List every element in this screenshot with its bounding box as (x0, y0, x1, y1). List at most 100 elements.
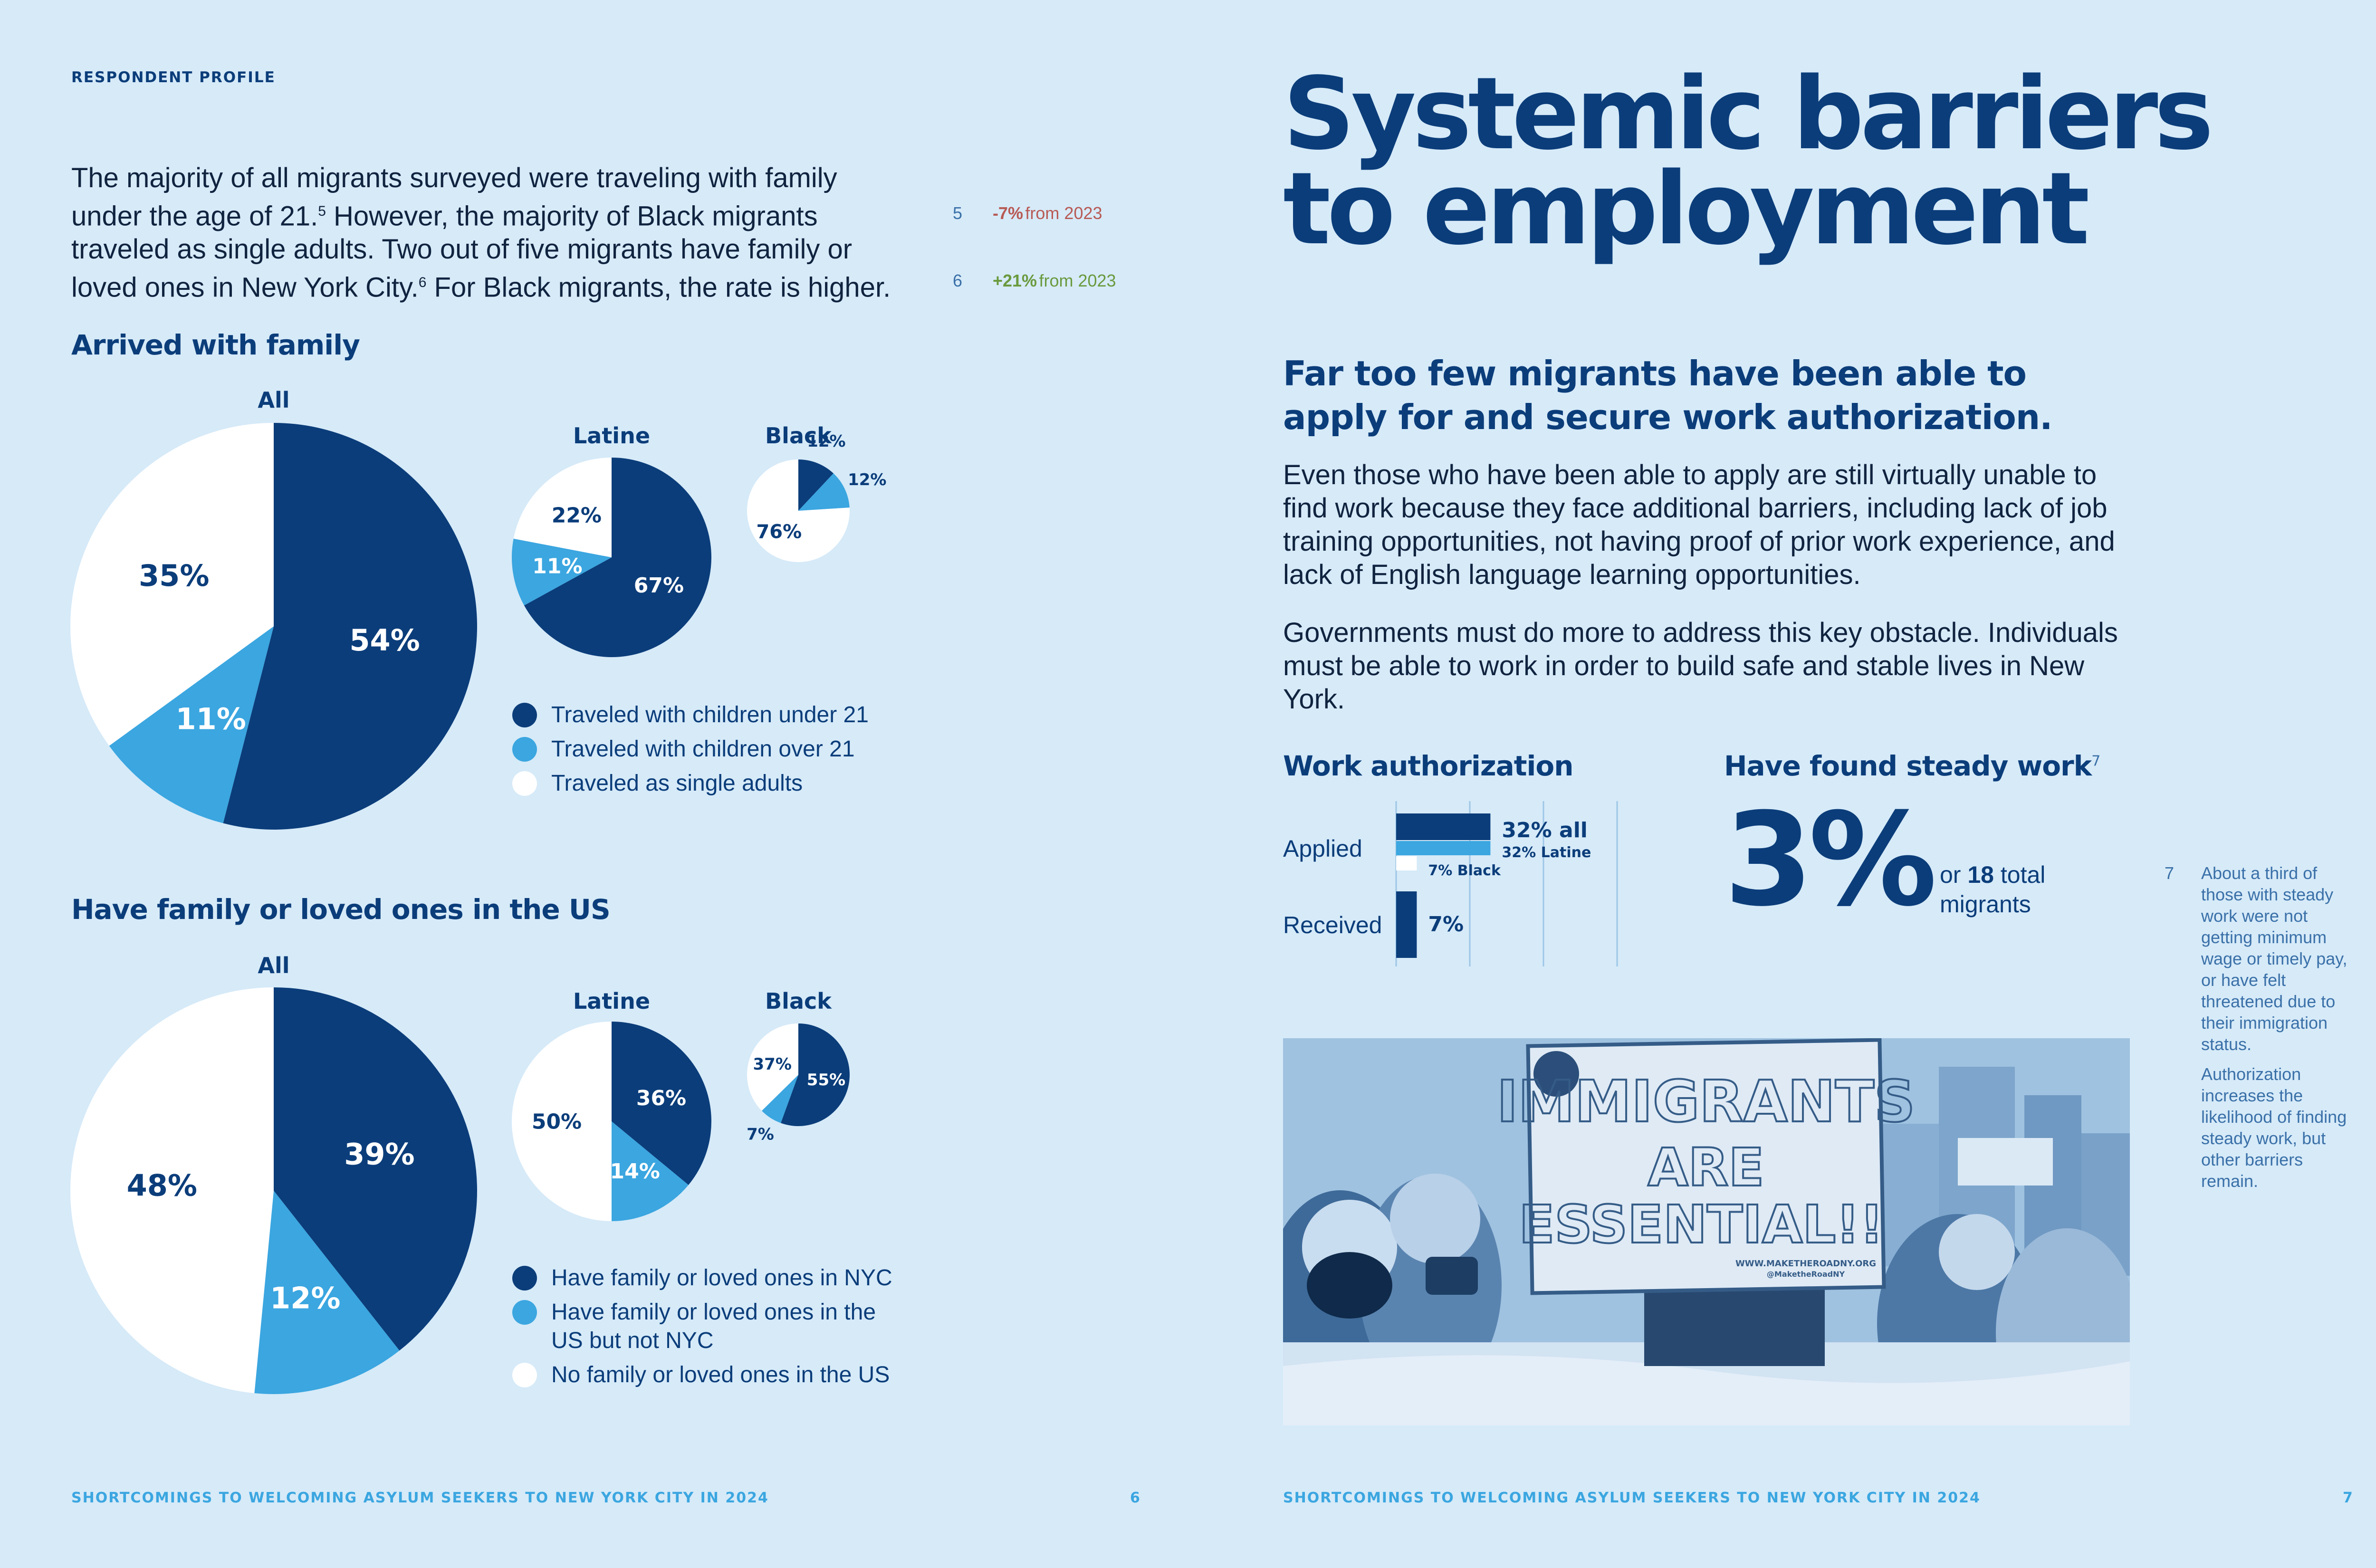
pie-value-label: 39% (344, 1137, 414, 1172)
bar-value-label: 7% (1428, 912, 1464, 937)
pie-chart: 12%12% 76% (747, 432, 886, 562)
pie-slice (762, 1075, 798, 1123)
page-number: 6 (1130, 1490, 1141, 1506)
work-auth-bar (1396, 856, 1417, 870)
label-all: All (258, 387, 290, 413)
pie-slice (747, 459, 850, 562)
pie-value-label: 76% (756, 521, 802, 543)
pie-value-label: 7% (747, 1125, 774, 1144)
bar-value-label: 32% all (1502, 818, 1588, 842)
sign-text-line2: ARE (1648, 1137, 1764, 1198)
footer-title: SHORTCOMINGS TO WELCOMING ASYLUM SEEKERS… (71, 1490, 769, 1506)
pie-slice (781, 1023, 850, 1126)
pie-value-label: 55% (807, 1071, 845, 1090)
pie-slice (70, 987, 274, 1394)
pie-chart: 55% 7% 37% (747, 1023, 850, 1144)
pie-value-label: 14% (610, 1159, 660, 1184)
section-eyebrow: RESPONDENT PROFILE (71, 69, 276, 86)
pie-slice (223, 423, 478, 830)
pie-slice (612, 1121, 689, 1221)
label-black: Black (765, 423, 832, 449)
pie-chart: 67% 11% 22% (512, 458, 712, 658)
pie-slice (798, 459, 834, 511)
steady-work-percent: 3% (1724, 785, 1937, 935)
intro-line: under the age of 21.5 However, the major… (71, 201, 818, 232)
pie-value-label: 37% (753, 1055, 792, 1074)
pie-slice (747, 1023, 798, 1111)
steady-work-title: Have found steady work7 (1724, 750, 2100, 782)
work-auth-bar (1396, 891, 1417, 958)
intro-paragraph: The majority of all migrants surveyed we… (71, 162, 974, 305)
bar-value-label: 32% Latine (1502, 844, 1591, 861)
legend-swatch (512, 1266, 537, 1291)
intro-line: loved ones in New York City.6 For Black … (71, 272, 891, 303)
intro-line: The majority of all migrants surveyed we… (71, 163, 837, 193)
legend-item: Traveled with children under 21 (512, 701, 869, 729)
legend-swatch (512, 771, 537, 796)
label-latine: Latine (573, 988, 651, 1014)
pie-value-label: 54% (349, 623, 420, 658)
legend-swatch (512, 703, 537, 727)
pie-slice (513, 458, 612, 557)
pie-value-label: 36% (636, 1086, 686, 1110)
pie-value-label: 12% (848, 470, 886, 489)
pie-value-label: 67% (634, 574, 684, 598)
legend-swatch (512, 1363, 537, 1387)
steady-work-count: or 18 total migrants (1940, 861, 2046, 918)
page-title: Systemic barriers to employment (1283, 56, 2213, 267)
footnote-7-number: 7 (2165, 863, 2175, 883)
legend-item: No family or loved ones in the US (512, 1361, 940, 1389)
label-black: Black (765, 988, 832, 1014)
legend-arrived: Traveled with children under 21 Traveled… (512, 701, 869, 798)
label-latine: Latine (573, 423, 651, 449)
section-title-family-us: Have family or loved ones in the US (71, 893, 611, 926)
sign-text-line1: IMMIGRANTS (1497, 1069, 1916, 1135)
legend-swatch (512, 737, 537, 762)
pie-charts: 54%11%35% 67%11%22%12%12%76%39%12%48%36%1… (70, 423, 886, 1394)
section-title-arrived: Arrived with family (71, 329, 360, 361)
pie-value-label: 12% (807, 432, 845, 451)
legend-item: Traveled as single adults (512, 769, 869, 798)
pie-chart: 36% 14% 50% (512, 1022, 711, 1221)
work-authorization-title: Work authorization (1283, 750, 1574, 782)
sign-url: WWW.MAKETHEROADNY.ORG (1735, 1259, 1876, 1269)
rally-photo-illustration: IMMIGRANTS ARE ESSENTIAL!! WWW.MAKETHERO… (1283, 1038, 2130, 1425)
bar-value-label: 7% Black (1428, 862, 1501, 879)
pie-slice (512, 538, 612, 606)
legend-family-us: Have family or loved ones in NYC Have fa… (512, 1264, 940, 1389)
applied-label: Applied (1283, 835, 1362, 862)
pie-value-label: 22% (552, 503, 602, 527)
pie-chart: 39% 12% 48% (70, 987, 477, 1394)
pie-slice (612, 1022, 711, 1185)
pie-value-label: 35% (139, 558, 209, 593)
pie-value-label: 50% (532, 1109, 582, 1134)
pie-slice (109, 626, 274, 823)
body-paragraph-2: Governments must do more to address this… (1283, 617, 2118, 715)
pie-chart: 54% 11% 35% (70, 423, 478, 830)
pie-slice (512, 1022, 612, 1221)
pie-slice (274, 987, 477, 1351)
sign-text-line3: ESSENTIAL!! (1519, 1194, 1883, 1255)
subheading: Far too few migrants have been able to a… (1283, 354, 2052, 437)
legend-swatch (512, 1300, 537, 1325)
pie-value-label: 48% (127, 1168, 197, 1203)
pie-slice (798, 473, 850, 511)
footnote-6: 6 +21% from 2023 (953, 271, 1116, 290)
pie-value-label: 11% (532, 554, 582, 578)
pie-slice (70, 423, 274, 746)
legend-item: Have family or loved ones in the US but … (512, 1298, 940, 1355)
page-number: 7 (2343, 1490, 2354, 1506)
footer-title: SHORTCOMINGS TO WELCOMING ASYLUM SEEKERS… (1283, 1490, 1981, 1506)
label-all: All (258, 953, 290, 978)
body-paragraph-1: Even those who have been able to apply a… (1283, 459, 2115, 590)
footnote-5: 5 -7% from 2023 (953, 203, 1102, 223)
work-auth-bar (1396, 841, 1491, 855)
intro-line: traveled as single adults. Two out of fi… (71, 234, 853, 265)
pie-value-label: 11% (175, 701, 246, 736)
legend-item: Have family or loved ones in NYC (512, 1264, 940, 1292)
received-label: Received (1283, 912, 1382, 938)
rally-photo: IMMIGRANTS ARE ESSENTIAL!! WWW.MAKETHERO… (1283, 1038, 2130, 1425)
work-auth-bar (1396, 813, 1491, 840)
pie-value-label: 12% (270, 1281, 340, 1316)
